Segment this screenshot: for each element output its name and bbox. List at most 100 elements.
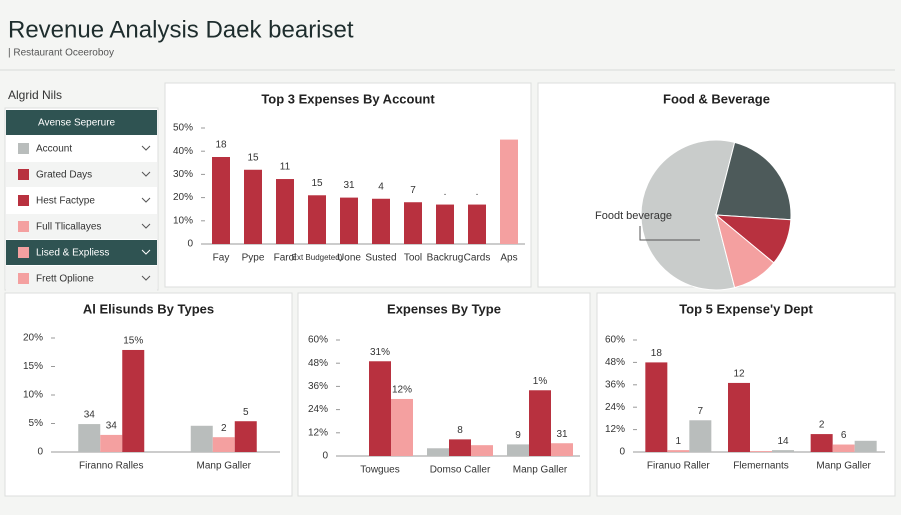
sidebar-item[interactable]	[6, 266, 157, 291]
bar-label: 18	[651, 348, 663, 359]
y-tick-label: 40%	[173, 146, 193, 157]
pie-slice	[715, 141, 792, 221]
bar-label: 8	[457, 425, 463, 436]
bar-label: 31	[343, 180, 355, 191]
sidebar-item[interactable]	[6, 110, 157, 135]
x-tick-label: Uone	[337, 253, 361, 264]
bar-label: 4	[378, 181, 384, 192]
y-tick-label: 20%	[23, 333, 43, 344]
swatch	[18, 247, 29, 258]
x-tick-label: Manp Galler	[816, 461, 871, 472]
bar-label: 7	[698, 406, 704, 417]
page-title: Revenue Analysis Daek beariset	[8, 16, 354, 43]
chart-title: Food & Beverage	[663, 91, 770, 106]
sidebar-item[interactable]	[6, 240, 157, 265]
y-tick-label: 24%	[308, 404, 328, 415]
bar-label: 9	[515, 430, 521, 441]
swatch	[18, 143, 29, 154]
sidebar-label: Frett Oplione	[36, 274, 94, 285]
pie-slice	[640, 139, 736, 291]
x-tick-label: Manp Galler	[197, 461, 252, 472]
bar-label: 12%	[392, 385, 412, 396]
bar-label: .	[444, 187, 447, 198]
x-tick-label: Ext Budgeted)	[292, 253, 343, 262]
page-subtitle: | Restaurant Oceeroboy	[8, 48, 114, 59]
bar	[689, 420, 712, 452]
y-tick-label: 0	[322, 451, 328, 462]
bar	[190, 425, 213, 452]
chevron	[141, 171, 151, 177]
chart-title: Al Elisunds By Types	[83, 301, 214, 316]
swatch	[18, 273, 29, 284]
bar-label: 15	[311, 178, 323, 189]
swatch	[18, 195, 29, 206]
x-tick-label: Flemernants	[733, 461, 789, 472]
y-tick-label: 10%	[173, 215, 193, 226]
pie-slice	[715, 213, 775, 289]
x-tick-label: Cards	[464, 253, 491, 264]
sidebar-item[interactable]	[6, 162, 157, 187]
bar-label: 2	[221, 423, 227, 434]
bar-label: 2	[819, 420, 825, 431]
bar	[500, 139, 518, 244]
bar	[369, 361, 391, 456]
pie-annotation: Foodt beverage	[595, 210, 672, 222]
bar	[436, 204, 454, 244]
sidebar-item[interactable]	[6, 188, 157, 213]
x-tick-label: Domso Caller	[430, 465, 491, 476]
bar-label: 1	[676, 436, 682, 447]
bar	[212, 437, 235, 452]
sidebar-item[interactable]	[6, 136, 157, 161]
x-tick-label: Firanuo Raller	[647, 461, 710, 472]
bar-label: 15	[247, 152, 259, 163]
sidebar-title: Algrid Nils	[8, 88, 62, 102]
x-tick-label: Backrug	[427, 253, 464, 264]
x-tick-label: Towgues	[360, 465, 399, 476]
bar	[645, 362, 668, 452]
chevron	[141, 249, 151, 255]
y-tick-label: 48%	[605, 357, 625, 368]
y-tick-label: 36%	[605, 379, 625, 390]
y-tick-label: 12%	[308, 427, 328, 438]
bar	[832, 444, 855, 452]
bar	[100, 434, 123, 452]
bar	[667, 450, 690, 452]
chevron	[141, 275, 151, 281]
bar-label: 1%	[533, 376, 548, 387]
y-tick-label: 24%	[605, 402, 625, 413]
chevron	[141, 145, 151, 151]
x-tick-label: Aps	[500, 253, 517, 264]
x-tick-label: Firanno Ralles	[79, 461, 143, 472]
sidebar-label: Hest Factype	[36, 196, 95, 207]
y-tick-label: 50%	[173, 123, 193, 134]
chart-title: Top 5 Expense'y Dept	[679, 301, 813, 316]
bar-label: 11	[280, 162, 291, 173]
bar-label: 15%	[123, 336, 143, 347]
bar	[810, 434, 833, 452]
y-tick-label: 60%	[308, 335, 328, 346]
bar-label: 7	[410, 185, 416, 196]
y-tick-label: 0	[619, 447, 625, 458]
panel	[164, 82, 532, 288]
x-tick-label: Fay	[213, 253, 230, 264]
y-tick-label: 60%	[605, 335, 625, 346]
sidebar-item[interactable]	[6, 214, 157, 239]
x-tick-label: Tool	[404, 253, 422, 264]
swatch	[18, 169, 29, 180]
bar	[854, 440, 877, 452]
bar-label: 14	[777, 436, 789, 447]
bar-label: 6	[841, 430, 847, 441]
sidebar-label: Full Tlicallayes	[36, 222, 101, 233]
bar-label: 5	[243, 407, 249, 418]
bar	[427, 448, 449, 456]
bar	[372, 198, 390, 244]
swatch	[18, 221, 29, 232]
bar	[728, 382, 750, 452]
bar	[750, 451, 772, 452]
y-tick-label: 15%	[23, 361, 43, 372]
bar	[507, 444, 529, 456]
bar	[404, 202, 422, 244]
bar-label: 18	[215, 140, 227, 151]
y-tick-label: 0	[187, 239, 193, 250]
